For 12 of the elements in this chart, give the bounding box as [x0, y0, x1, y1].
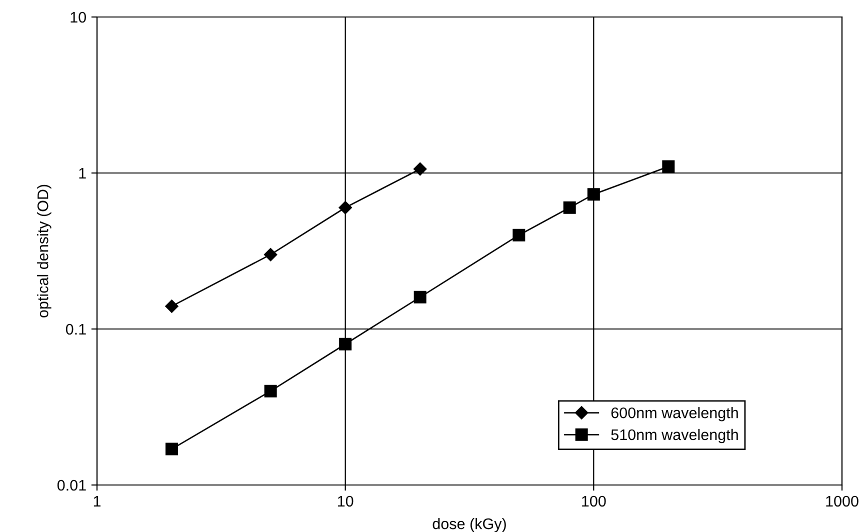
y-tick-label: 0.1 [66, 324, 86, 335]
x-axis-title: dose (kGy) [432, 518, 506, 532]
y-tick-label: 1 [79, 168, 86, 179]
y-tick-label: 0.01 [57, 480, 86, 491]
x-tick-label: 1000 [826, 496, 858, 507]
x-tick-label: 1 [94, 496, 101, 506]
legend-label: 600nm wavelength [611, 407, 738, 422]
legend-label: 510nm wavelength [611, 428, 738, 444]
y-axis-title: optical density (OD) [37, 184, 52, 318]
x-tick-label: 100 [582, 496, 606, 507]
y-tick-label: 10 [70, 12, 86, 23]
x-tick-label: 10 [338, 496, 354, 507]
